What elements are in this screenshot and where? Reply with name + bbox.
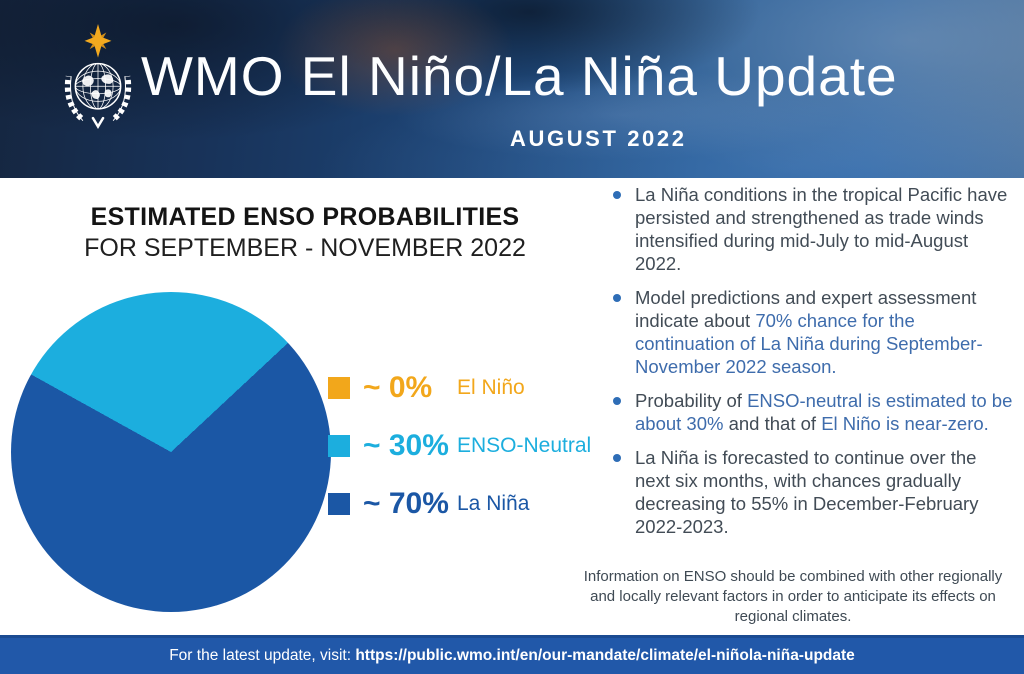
disclaimer-note: Information on ENSO should be combined w…	[583, 568, 1003, 625]
enso-pie-chart	[11, 292, 331, 612]
el-nino-label: El Niño	[457, 376, 525, 399]
bullet-dot-icon	[613, 294, 621, 302]
wmo-logo	[64, 24, 132, 129]
bullet-text: La Niña conditions in the tropical Pacif…	[635, 184, 1008, 274]
bullet-dot-icon	[613, 191, 621, 199]
chart-title-line1: ESTIMATED ENSO PROBABILITIES	[90, 203, 520, 231]
enso-neutral-label: ENSO-Neutral	[457, 434, 592, 457]
legend-row-enso-neutral: ~ 30% ENSO-Neutral	[328, 427, 591, 465]
la-nina-label: La Niña	[457, 492, 530, 515]
laurel-wreath-icon	[64, 75, 132, 129]
footer-update-link[interactable]: https://public.wmo.int/en/our-mandate/cl…	[355, 647, 855, 664]
bullet-item-conditions: La Niña conditions in the tropical Pacif…	[612, 183, 1016, 275]
globe-icon	[74, 62, 122, 110]
enso-neutral-value: ~ 30%	[363, 429, 449, 462]
footer-bar: For the latest update, visit: https://pu…	[0, 635, 1024, 674]
compass-star-icon	[84, 24, 112, 58]
continents-icon	[82, 74, 114, 99]
enso-neutral-swatch	[328, 435, 350, 457]
bullet-list: La Niña conditions in the tropical Pacif…	[612, 183, 1016, 538]
la-nina-value: ~ 70%	[363, 487, 449, 520]
el-nino-value: ~ 0%	[363, 371, 433, 404]
pie-legend: ~ 0% El Niño ~ 30% ENSO-Neutral ~ 70% La…	[328, 369, 591, 543]
bullet-text: La Niña is forecasted to continue over t…	[635, 447, 979, 537]
issue-date: AUGUST 2022	[510, 126, 687, 151]
header-banner: WMO El Niño/La Niña Update AUGUST 2022	[0, 0, 1024, 178]
chart-title: ESTIMATED ENSO PROBABILITIES FOR SEPTEMB…	[35, 202, 575, 264]
la-nina-swatch	[328, 493, 350, 515]
bullet-dot-icon	[613, 397, 621, 405]
bullet-text: Model predictions and expert assessment …	[635, 287, 983, 377]
bullet-item-predictions: Model predictions and expert assessment …	[612, 286, 1016, 378]
bullet-text: Probability of ENSO-neutral is estimated…	[635, 390, 1013, 434]
legend-row-el-nino: ~ 0% El Niño	[328, 369, 591, 407]
bullet-item-probability: Probability of ENSO-neutral is estimated…	[612, 389, 1016, 435]
bullet-dot-icon	[613, 454, 621, 462]
page-title: WMO El Niño/La Niña Update	[141, 45, 898, 107]
footer-prefix: For the latest update, visit:	[169, 647, 356, 664]
chart-title-line2: FOR SEPTEMBER - NOVEMBER 2022	[84, 234, 526, 262]
legend-row-la-nina: ~ 70% La Niña	[328, 485, 591, 523]
bullet-item-forecast: La Niña is forecasted to continue over t…	[612, 446, 1016, 538]
el-nino-swatch	[328, 377, 350, 399]
